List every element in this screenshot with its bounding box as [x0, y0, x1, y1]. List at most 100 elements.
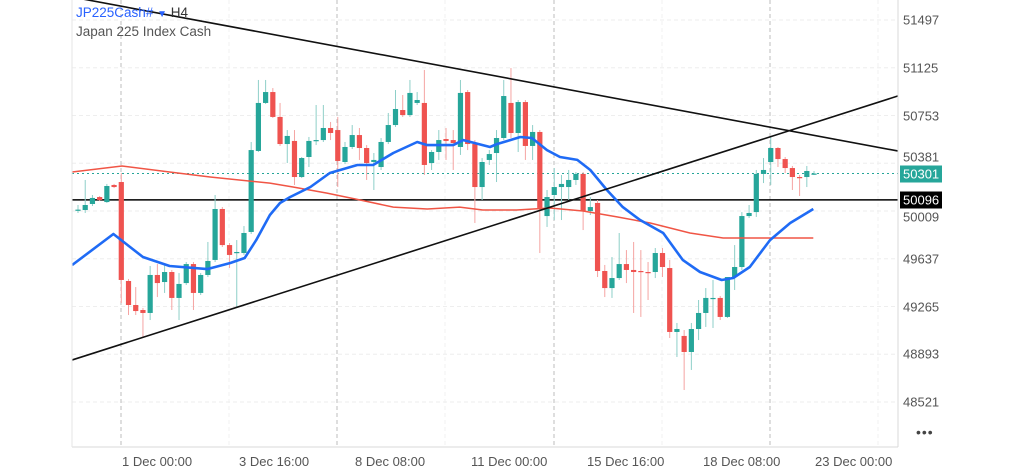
candle-bullish [457, 92, 464, 147]
slow-moving-average-line [72, 165, 814, 239]
moving-averages [71, 135, 814, 282]
candle-bearish [118, 182, 124, 280]
candle-bearish [775, 148, 781, 160]
candle-bearish [190, 264, 197, 293]
candle-bullish [342, 146, 348, 163]
candle-bullish [544, 197, 550, 217]
price-tick-label: 51125 [903, 60, 939, 76]
grid [72, 0, 898, 447]
candle-bearish [421, 102, 427, 165]
candle-bullish [652, 253, 658, 273]
candle-bullish [147, 274, 153, 313]
candle-bullish [320, 127, 326, 141]
candle-bearish [277, 116, 283, 145]
candle-bearish [335, 130, 341, 161]
candle-bullish [724, 277, 731, 317]
candle-bullish [609, 278, 615, 289]
candle-bearish [472, 144, 478, 188]
candle-bullish [746, 212, 752, 217]
candle-bullish [703, 297, 709, 313]
symbol-description: Japan 225 Index Cash [76, 24, 212, 39]
time-tick-label: 23 Dec 00:00 [815, 454, 893, 469]
candle-bullish [551, 187, 557, 195]
candle-bearish [797, 177, 803, 179]
candle-bullish [804, 170, 810, 178]
candle-bearish [602, 270, 608, 289]
candle-bullish [566, 179, 572, 188]
time-tick-label: 15 Dec 16:00 [587, 454, 665, 469]
candle-bullish [104, 186, 110, 203]
timeframe[interactable]: H4 [170, 5, 189, 20]
candle-bullish [811, 173, 817, 175]
candle-bullish [299, 158, 305, 178]
candle-bearish [631, 269, 637, 273]
symbol-name[interactable]: JP225Cash# [76, 5, 154, 20]
candle-bearish [443, 139, 449, 141]
candle-bullish [479, 162, 485, 188]
horizontal-levels [72, 173, 898, 201]
candle-bullish [515, 102, 521, 133]
candle-bullish [234, 251, 240, 254]
price-tick-label: 50381 [903, 149, 940, 165]
candle-bullish [688, 329, 694, 352]
price-tick-label: 49265 [903, 299, 940, 315]
time-tick-label: 18 Dec 08:00 [703, 454, 781, 469]
candle-bearish [638, 270, 644, 273]
more-options-button[interactable]: ••• [916, 424, 934, 440]
candles [75, 68, 817, 390]
candle-bullish [89, 197, 96, 204]
time-tick-label: 1 Dec 00:00 [122, 454, 193, 469]
price-tick-label: 49637 [903, 251, 940, 267]
candle-bearish [537, 131, 543, 208]
candle-bearish [154, 274, 160, 284]
candle-bearish [623, 264, 630, 270]
candle-bearish [111, 184, 117, 188]
candle-bullish [241, 232, 247, 254]
trendlines[interactable] [71, 0, 898, 361]
candle-bearish [356, 135, 363, 149]
candle-bullish [183, 264, 189, 284]
candle-bearish [594, 202, 601, 271]
candle-bearish [140, 310, 146, 313]
candle-bullish [371, 159, 377, 163]
price-tick-label: 48521 [903, 394, 940, 410]
caret-down-icon[interactable]: ▼ [157, 9, 167, 20]
candle-bearish [169, 272, 175, 298]
candle-bullish [263, 92, 269, 103]
candle-bullish [760, 169, 767, 174]
candle-bearish [327, 127, 334, 133]
candle-bullish [768, 148, 774, 163]
time-tick-label: 3 Dec 16:00 [239, 454, 310, 469]
candle-bearish [364, 148, 370, 164]
candle-bullish [414, 100, 420, 103]
level-price-badge: 50096 [900, 191, 943, 209]
candle-bullish [212, 208, 218, 260]
candle-bearish [450, 140, 456, 144]
candle-bullish [378, 141, 384, 168]
candle-bearish [522, 102, 528, 146]
candle-bullish [695, 312, 702, 330]
candle-bearish [226, 245, 233, 255]
candle-bearish [580, 173, 586, 212]
chart-legend: JP225Cash# ▼ H4 Japan 225 Index Cash [76, 4, 211, 40]
candle-bullish [176, 283, 182, 298]
candle-bullish [313, 140, 319, 142]
candle-bullish [306, 140, 312, 157]
candle-bearish [465, 92, 471, 145]
candle-bearish [125, 281, 132, 306]
candle-bullish [255, 102, 261, 151]
candle-bullish [558, 183, 565, 188]
candle-bearish [789, 168, 795, 178]
candle-bullish [710, 297, 716, 300]
candle-bearish [219, 208, 225, 246]
candle-bullish [428, 151, 435, 164]
candle-bearish [667, 268, 673, 332]
candle-bullish [616, 264, 622, 279]
candle-bullish [248, 150, 254, 232]
candle-bullish [284, 135, 290, 145]
candle-bullish [674, 329, 680, 332]
trendline [83, 0, 898, 152]
candle-bullish [486, 154, 492, 160]
candle-bullish [573, 173, 579, 180]
